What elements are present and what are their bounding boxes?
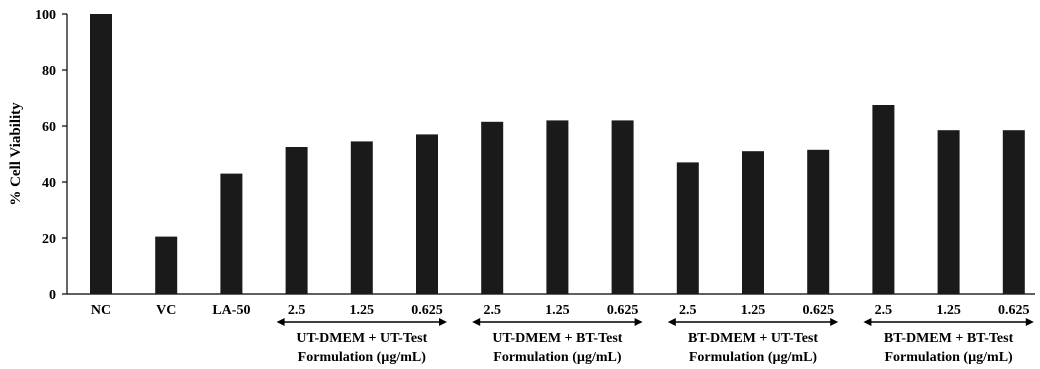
- bar: [481, 121, 504, 294]
- bar: [416, 134, 438, 294]
- bar: [742, 151, 764, 294]
- bar: [350, 141, 373, 294]
- group-label-line1: UT-DMEM + UT-Test: [296, 331, 427, 346]
- x-tick-label: 0.625: [411, 303, 443, 318]
- x-tick-label: 1.25: [936, 303, 961, 318]
- x-tick-label: LA-50: [212, 303, 250, 318]
- y-tick-label: 60: [42, 120, 56, 135]
- group-label-line2: Formulation (µg/mL): [689, 350, 818, 365]
- bar: [676, 162, 699, 294]
- bar: [546, 120, 569, 295]
- bar: [872, 105, 895, 294]
- bars: [90, 14, 1025, 295]
- x-tick-label: 0.625: [607, 303, 639, 318]
- y-tick-label: 100: [35, 8, 56, 23]
- left-arrowhead: [472, 318, 481, 326]
- group-label-line2: Formulation (µg/mL): [884, 350, 1013, 365]
- group-label-line1: BT-DMEM + UT-Test: [688, 331, 818, 346]
- bar: [220, 173, 243, 294]
- right-arrowhead: [1025, 318, 1034, 326]
- y-axis-label: % Cell Viability: [8, 102, 24, 206]
- right-arrowhead: [634, 318, 643, 326]
- left-arrowhead: [863, 318, 872, 326]
- bar: [807, 149, 830, 294]
- bar: [285, 147, 308, 294]
- y-tick-label: 40: [42, 176, 56, 191]
- y-tick-label: 80: [42, 64, 56, 79]
- x-tick-label: 1.25: [545, 303, 570, 318]
- group-label-line1: BT-DMEM + BT-Test: [884, 331, 1014, 346]
- bar: [155, 236, 178, 294]
- x-tick-label: 2.5: [875, 303, 893, 318]
- y-axis: 0 20 40 60 80 100: [35, 8, 68, 303]
- x-tick-label: 2.5: [288, 303, 306, 318]
- x-tick-label: 0.625: [802, 303, 834, 318]
- y-tick-label: 0: [49, 288, 56, 303]
- y-tick-label: 20: [42, 232, 56, 247]
- x-tick-label: VC: [156, 303, 176, 318]
- right-arrowhead: [439, 318, 447, 326]
- x-tick-label: 0.625: [998, 303, 1030, 318]
- x-tick-label: 2.5: [679, 303, 697, 318]
- bar: [1002, 130, 1025, 294]
- x-tick-labels: NC VC LA-50 2.5 1.25 0.625 2.5 1.25 0.625 2.5 1.25…: [91, 303, 1030, 318]
- bar: [611, 120, 634, 295]
- group-label-line1: UT-DMEM + BT-Test: [492, 331, 622, 346]
- group-labels: UT-DMEM + UT-Test Formulation (µg/mL) UT-D…: [276, 318, 1034, 365]
- x-tick-label: 2.5: [483, 303, 501, 318]
- left-arrowhead: [667, 318, 676, 326]
- x-tick-label: 1.25: [741, 303, 766, 318]
- left-arrowhead: [276, 318, 285, 326]
- bar: [937, 130, 960, 294]
- group-label-line2: Formulation (µg/mL): [298, 350, 427, 365]
- x-tick-label: 1.25: [350, 303, 375, 318]
- right-arrowhead: [830, 318, 839, 326]
- bar: [90, 14, 112, 294]
- x-tick-label: NC: [91, 303, 111, 318]
- group-label-line2: Formulation (µg/mL): [493, 350, 622, 365]
